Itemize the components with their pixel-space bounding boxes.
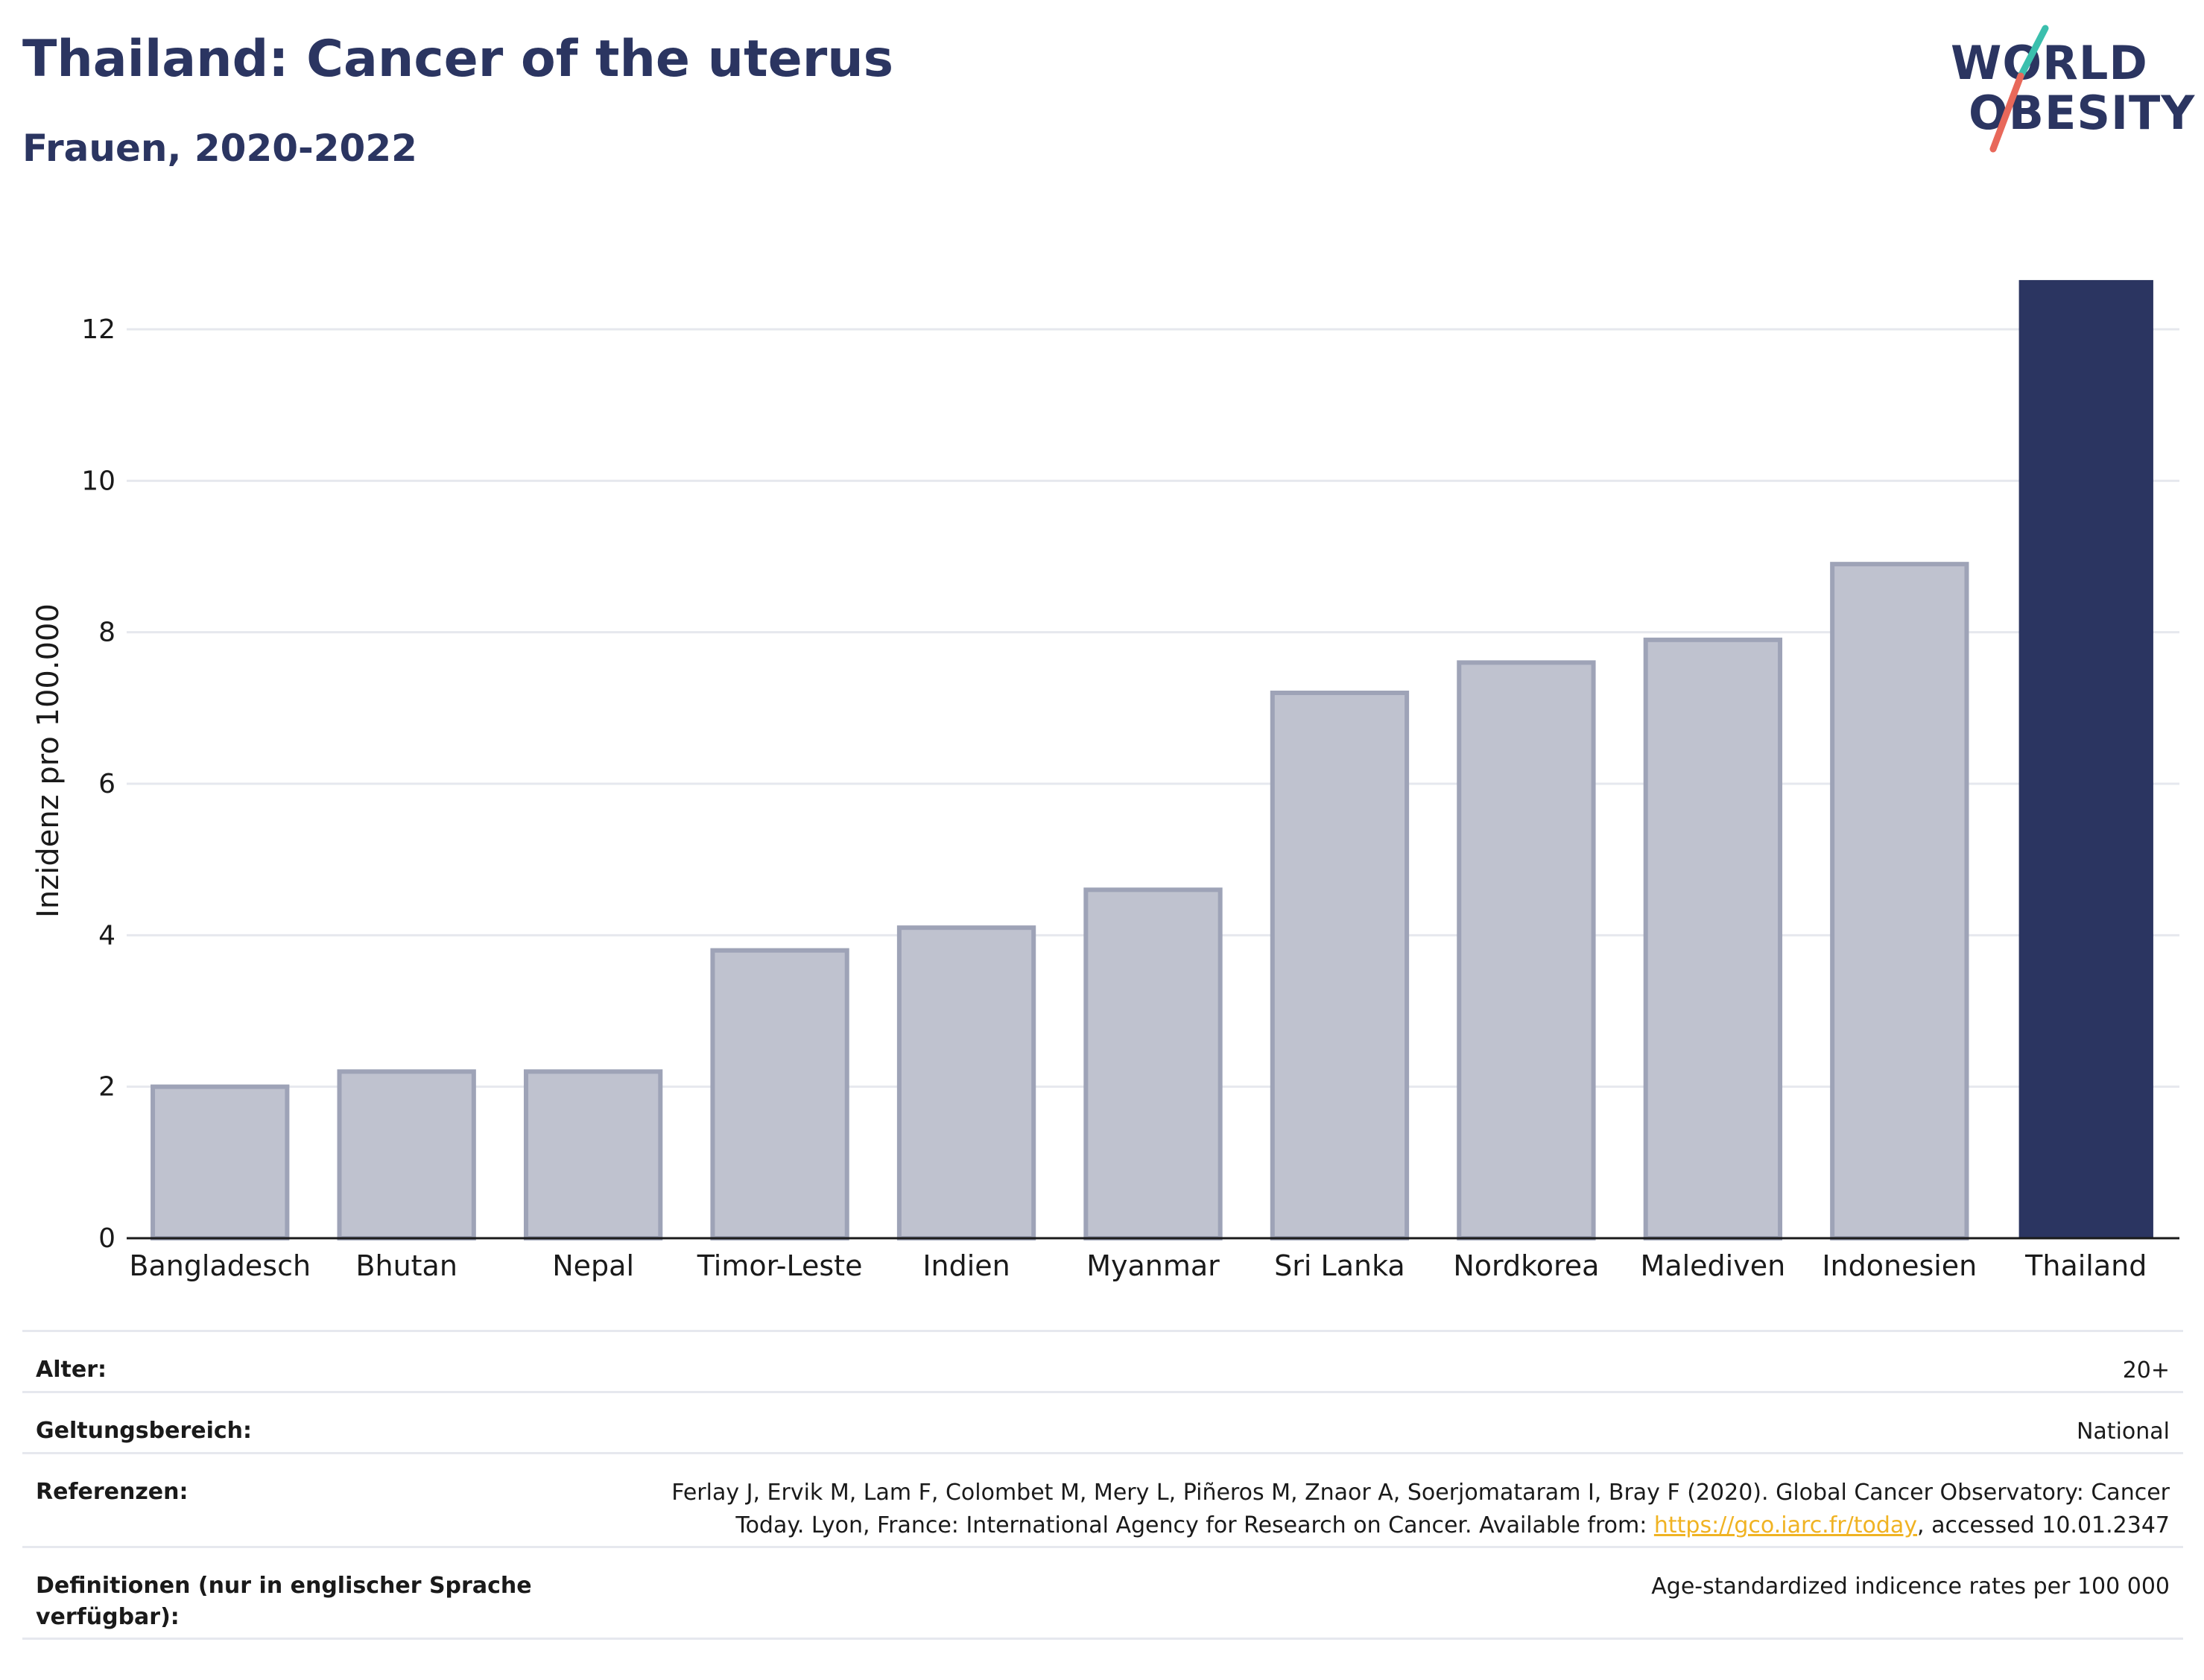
- x-tick-label: Bhutan: [355, 1249, 457, 1281]
- bar-bhutan: [337, 1069, 476, 1241]
- logo-text-world: WORLD: [1951, 36, 2148, 90]
- meta-label-references: Referenzen:: [36, 1479, 189, 1505]
- y-axis-label: Inzidenz pro 100.000: [31, 603, 66, 918]
- meta-row-age: Alter: 20+: [22, 1330, 2183, 1391]
- bar-bangladesch: [151, 1084, 290, 1240]
- x-tick-label: Malediven: [1641, 1249, 1786, 1281]
- meta-row-scope: Geltungsbereich: National: [22, 1391, 2183, 1452]
- reference-line-2: Today. Lyon, France: International Agenc…: [671, 1509, 2170, 1542]
- x-tick-label: Bangladesch: [129, 1249, 311, 1281]
- y-tick-label: 0: [98, 1223, 115, 1254]
- meta-value-scope: National: [2076, 1419, 2170, 1445]
- y-tick-label: 6: [98, 769, 115, 799]
- x-tick-label: Nordkorea: [1453, 1249, 1599, 1281]
- meta-row-definitions: Definitionen (nur in englischer Sprache …: [22, 1546, 2183, 1640]
- bar-myanmar: [1083, 887, 1223, 1240]
- y-tick-label: 10: [81, 466, 115, 496]
- world-obesity-logo: WORLD OBESITY: [1937, 22, 2194, 156]
- bar-chart: 0 2 4 6 8 10 12 Inzidenz pro 100.000 Bangladesch…: [31, 279, 2179, 1281]
- chart-title: Thailand: Cancer of the uterus: [22, 30, 894, 89]
- reference-line-1: Ferlay J, Ervik M, Lam F, Colombet M, Me…: [671, 1480, 2170, 1506]
- meta-label-scope: Geltungsbereich:: [36, 1418, 253, 1444]
- bar-indonesien: [1830, 562, 1969, 1240]
- x-tick-label: Myanmar: [1086, 1249, 1220, 1281]
- x-tick-label: Timor-Leste: [697, 1249, 863, 1281]
- bar-malediven: [1643, 637, 1783, 1240]
- bar-timor-leste: [710, 948, 849, 1241]
- x-tick-label: Nepal: [552, 1249, 634, 1281]
- y-tick-label: 8: [98, 618, 115, 648]
- metadata-table: Alter: 20+ Geltungsbereich: National Ref…: [22, 1330, 2183, 1640]
- meta-label-definitions: Definitionen (nur in englischer Sprache …: [36, 1573, 532, 1630]
- meta-value-age: 20+: [2122, 1357, 2170, 1383]
- chart-subtitle: Frauen, 2020-2022: [22, 127, 417, 170]
- meta-value-definitions: Age-standardized indicence rates per 100…: [1651, 1573, 2170, 1600]
- meta-label-age: Alter:: [36, 1357, 107, 1383]
- bar-nepal: [523, 1069, 663, 1241]
- y-tick-label: 4: [98, 920, 115, 951]
- reference-accessed: , accessed 10.01.2347: [1917, 1512, 2170, 1538]
- x-tick-label: Sri Lanka: [1274, 1249, 1405, 1281]
- bar-indien: [896, 925, 1036, 1241]
- meta-value-references: Ferlay J, Ervik M, Lam F, Colombet M, Me…: [671, 1477, 2170, 1542]
- bar-nordkorea: [1457, 660, 1596, 1240]
- reference-link[interactable]: https://gco.iarc.fr/today: [1653, 1512, 1918, 1538]
- x-tick-label: Thailand: [2024, 1249, 2147, 1281]
- reference-text: Today. Lyon, France: International Agenc…: [735, 1512, 1654, 1538]
- meta-row-references: Referenzen: Ferlay J, Ervik M, Lam F, Co…: [22, 1452, 2183, 1546]
- bar-sri lanka: [1270, 691, 1410, 1240]
- y-tick-label: 12: [81, 314, 115, 345]
- x-tick-label: Indonesien: [1822, 1249, 1977, 1281]
- y-tick-label: 2: [98, 1072, 115, 1103]
- bar-thailand: [2018, 279, 2153, 1239]
- logo-slash-icon: [1989, 25, 2049, 153]
- x-tick-label: Indien: [922, 1249, 1010, 1281]
